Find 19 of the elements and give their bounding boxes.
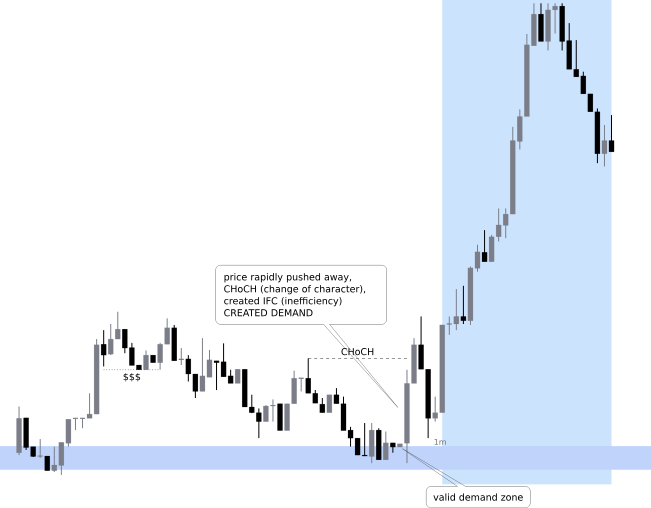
candlestick bbox=[482, 230, 488, 262]
series-label: CHoCH bbox=[342, 348, 374, 356]
candlestick bbox=[37, 438, 44, 458]
candlestick bbox=[390, 442, 396, 454]
candlestick bbox=[72, 418, 79, 431]
candlestick bbox=[608, 114, 614, 152]
annotation: price rapidly pushed away, CHoCH (change of character), created IFC (inefficiency) CREATED DEMAND bbox=[224, 273, 366, 316]
series-label: $$$ bbox=[124, 372, 140, 382]
candlestick bbox=[383, 431, 388, 460]
candlestick bbox=[460, 285, 466, 325]
candlestick bbox=[602, 124, 608, 168]
candlestick bbox=[44, 456, 50, 472]
candlestick bbox=[143, 350, 149, 370]
candlestick bbox=[178, 348, 184, 366]
candlestick bbox=[326, 394, 332, 414]
candlestick bbox=[320, 398, 325, 414]
text: valid demand zone bbox=[433, 493, 523, 501]
candlestick bbox=[235, 368, 240, 384]
candlestick bbox=[101, 330, 106, 367]
